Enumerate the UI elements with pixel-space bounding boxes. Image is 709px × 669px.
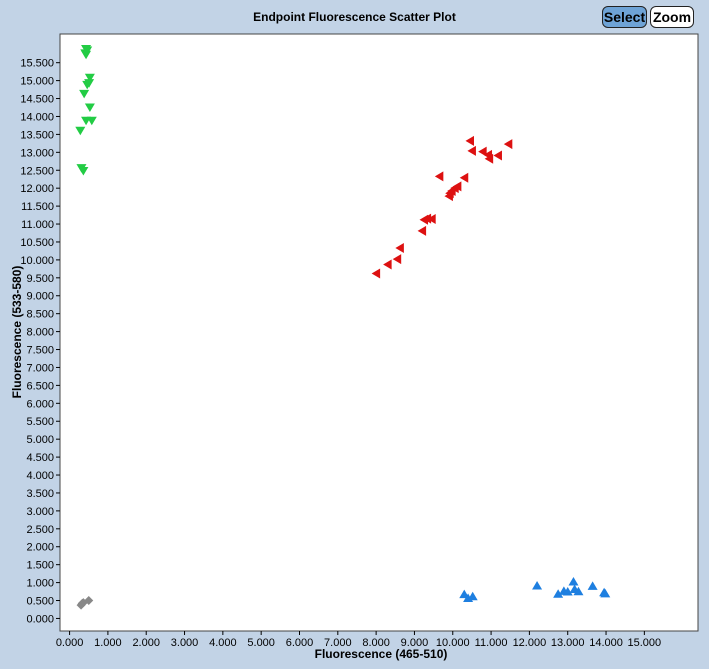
plot-area — [59, 33, 699, 632]
x-tick-label: 7.000 — [324, 637, 352, 649]
x-tick-label: 2.000 — [132, 637, 160, 649]
y-tick-label: 15.000 — [20, 76, 54, 88]
data-point — [532, 580, 543, 590]
y-tick-label: 11.000 — [21, 219, 54, 231]
data-point — [395, 243, 404, 254]
data-point — [467, 591, 478, 601]
y-tick-label: 9.500 — [26, 273, 54, 285]
y-tick-label: 7.500 — [26, 345, 54, 357]
data-point — [562, 587, 573, 596]
data-point — [587, 581, 598, 590]
data-point — [493, 150, 502, 161]
data-point — [79, 89, 90, 99]
y-tick-label: 8.000 — [26, 327, 54, 339]
data-point — [553, 589, 564, 598]
y-tick-label: 12.000 — [20, 183, 54, 195]
data-point — [465, 135, 475, 146]
data-point — [434, 171, 444, 182]
data-point — [600, 588, 611, 598]
x-tick-label: 12.000 — [513, 637, 547, 649]
y-tick-label: 2.000 — [26, 542, 54, 554]
x-tick-label: 4.000 — [209, 637, 237, 649]
zoom-button[interactable]: Zoom — [650, 6, 694, 28]
y-tick-label: 15.500 — [20, 58, 54, 70]
data-point — [371, 268, 381, 279]
data-point — [81, 50, 92, 60]
y-tick-label: 13.000 — [20, 147, 54, 159]
y-tick-label: 11.500 — [21, 201, 54, 213]
y-tick-label: 12.500 — [20, 165, 54, 177]
y-tick-label: 3.000 — [26, 506, 54, 518]
data-point — [478, 146, 487, 157]
data-point — [84, 596, 94, 606]
y-tick-label: 3.500 — [26, 488, 54, 500]
x-tick-label: 13.000 — [551, 637, 585, 649]
x-tick-label: 14.000 — [589, 637, 623, 649]
y-tick-label: 0.500 — [26, 596, 54, 608]
data-point — [82, 80, 93, 90]
x-tick-label: 3.000 — [171, 637, 199, 649]
x-tick-label: 9.000 — [401, 637, 429, 649]
y-axis: 0.000 0.500 1.000 1.500 2.000 2.500 3.000 3.500… — [20, 58, 60, 625]
x-tick-label: 5.000 — [247, 637, 275, 649]
data-point — [75, 126, 86, 136]
data-point — [86, 116, 97, 126]
y-tick-label: 10.000 — [20, 255, 54, 267]
y-axis-label: Fluorescence (533-580) — [10, 266, 24, 399]
x-axis: 0.000 1.000 2.000 3.000 4.000 5.000 6.000 7.000… — [56, 631, 661, 649]
x-tick-label: 6.000 — [286, 637, 314, 649]
y-tick-label: 4.500 — [26, 452, 54, 464]
y-tick-label: 9.000 — [26, 291, 54, 303]
y-tick-label: 2.500 — [26, 524, 54, 536]
x-tick-label: 10.000 — [436, 637, 470, 649]
y-tick-label: 8.500 — [26, 309, 54, 321]
y-tick-label: 14.000 — [20, 111, 54, 123]
data-point — [417, 225, 427, 236]
data-point — [467, 145, 476, 156]
data-point — [427, 214, 436, 225]
y-tick-label: 5.500 — [26, 416, 54, 428]
y-tick-label: 0.000 — [26, 613, 54, 625]
y-tick-label: 10.500 — [20, 237, 54, 249]
y-tick-label: 1.500 — [26, 560, 54, 572]
y-tick-label: 7.000 — [26, 362, 54, 374]
x-tick-label: 11.000 — [475, 637, 508, 649]
y-tick-label: 14.500 — [20, 94, 54, 106]
x-tick-label: 15.000 — [628, 637, 662, 649]
y-tick-label: 1.000 — [26, 578, 54, 590]
data-point — [84, 103, 95, 113]
y-tick-label: 6.000 — [26, 398, 54, 410]
data-points — [75, 45, 611, 610]
x-tick-label: 0.000 — [56, 637, 84, 649]
x-tick-label: 1.000 — [94, 637, 122, 649]
select-button[interactable]: Select — [602, 6, 647, 28]
x-tick-label: 8.000 — [362, 637, 390, 649]
data-point — [568, 577, 579, 586]
data-point — [459, 172, 469, 183]
y-tick-label: 4.000 — [26, 470, 54, 482]
data-point — [84, 73, 95, 83]
data-point — [78, 166, 89, 176]
data-point — [392, 254, 402, 265]
data-point — [503, 139, 513, 150]
chart-title: Endpoint Fluorescence Scatter Plot — [253, 10, 456, 24]
y-tick-label: 5.000 — [26, 434, 54, 446]
data-point — [484, 153, 494, 164]
y-tick-label: 13.500 — [20, 129, 54, 141]
x-axis-label: Fluorescence (465-510) — [315, 647, 448, 661]
data-point — [452, 181, 462, 192]
y-tick-label: 6.500 — [26, 380, 54, 392]
data-point — [573, 586, 584, 596]
data-point — [383, 259, 392, 270]
data-point — [422, 213, 432, 224]
